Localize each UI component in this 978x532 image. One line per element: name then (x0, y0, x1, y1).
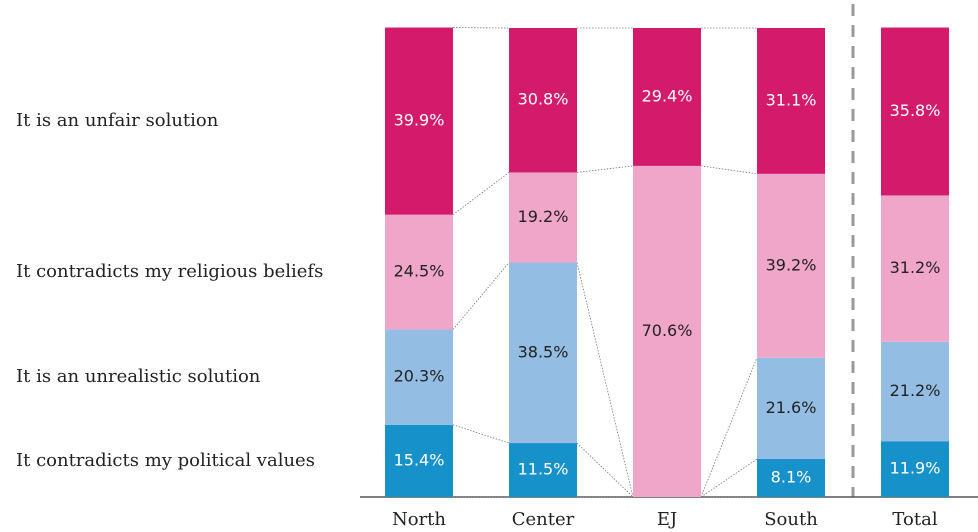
bar-segment (757, 459, 825, 497)
connector (700, 458, 758, 498)
value-label: 39.2% (766, 255, 817, 274)
value-label: 31.2% (890, 258, 941, 277)
bar-segment (881, 27, 949, 196)
legend-label: It is an unrealistic solution (16, 366, 261, 387)
connector (576, 442, 634, 498)
bar-segment (757, 357, 825, 460)
value-label: 39.9% (394, 111, 445, 130)
connector (452, 172, 510, 215)
x-tick-label: Total (892, 509, 937, 530)
bar-segment (757, 173, 825, 358)
value-label: 38.5% (518, 342, 569, 361)
legend-label: It contradicts my political values (16, 450, 315, 471)
bar-segment (881, 441, 949, 497)
bar-segment (385, 214, 453, 330)
value-label: 20.3% (394, 367, 445, 386)
legend-label: It is an unfair solution (16, 110, 219, 131)
value-label: 30.8% (518, 90, 569, 109)
bar-segment (385, 424, 453, 497)
value-label: 35.8% (890, 101, 941, 120)
x-tick-label: South (764, 509, 818, 530)
legend-label: It contradicts my religious beliefs (16, 261, 323, 282)
bar-segment (757, 28, 825, 174)
value-label: 21.2% (890, 381, 941, 400)
bar-segment (509, 172, 577, 263)
value-label: 21.6% (766, 398, 817, 417)
connector (452, 262, 510, 330)
bar-segment (509, 28, 577, 173)
x-tick-label: EJ (657, 509, 677, 530)
value-label: 29.4% (642, 86, 693, 105)
bar-segment (509, 262, 577, 444)
bar-segment (385, 27, 453, 215)
x-tick-label: Center (512, 509, 575, 530)
value-label: 70.6% (642, 321, 693, 340)
connector (700, 165, 758, 175)
bar-segment (633, 165, 701, 498)
bar-segment (633, 28, 701, 166)
value-label: 19.2% (518, 207, 569, 226)
value-label: 8.1% (771, 468, 812, 487)
connector (700, 357, 758, 498)
value-label: 15.4% (394, 450, 445, 469)
value-label: 31.1% (766, 90, 817, 109)
bar-segment (509, 443, 577, 497)
bar-segment (881, 195, 949, 342)
bar-segment (881, 341, 949, 442)
x-tick-label: North (392, 509, 446, 530)
connector (452, 424, 510, 444)
value-label: 11.9% (890, 459, 941, 478)
connector (576, 262, 634, 498)
value-label: 11.5% (518, 460, 569, 479)
connector (576, 165, 634, 173)
value-label: 24.5% (394, 262, 445, 281)
bar-segment (385, 329, 453, 425)
